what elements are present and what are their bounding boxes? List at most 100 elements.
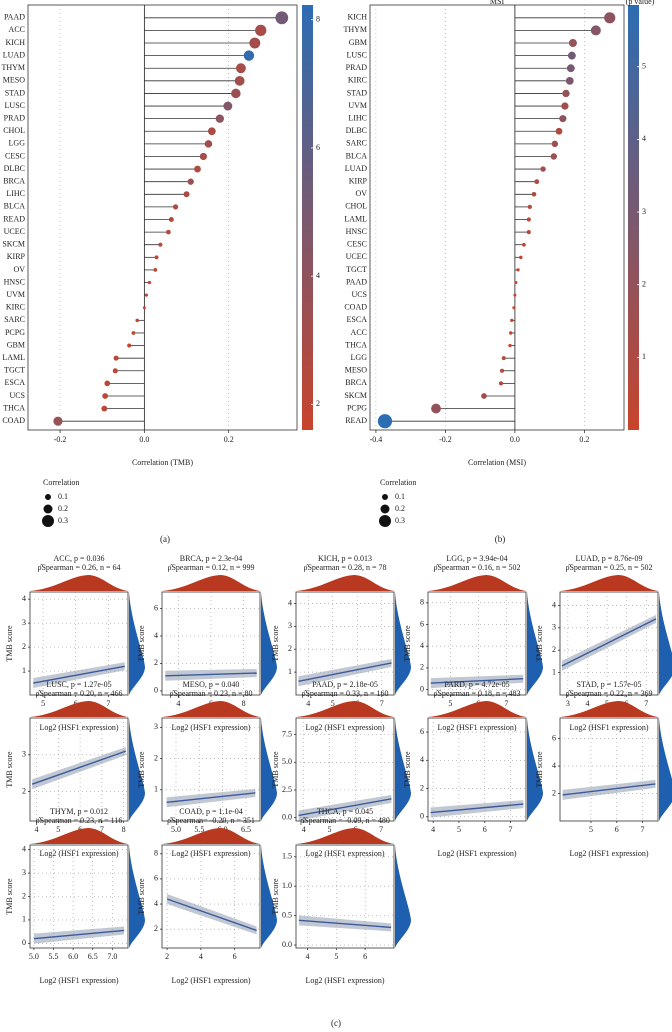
panel-subtitle: ρ̂Spearman = 0.25, n = 502 [565, 563, 652, 572]
plot-frame [369, 4, 625, 431]
dot [172, 204, 179, 210]
x-axis-label: Log2 (HSF1 expression) [39, 976, 118, 985]
y-tick-label: 0.5 [282, 910, 292, 919]
plot-frame [295, 591, 395, 696]
y-axis-label: TMB score [271, 751, 280, 788]
plot-frame [427, 717, 527, 822]
y-tick-label: 2.5 [282, 785, 292, 794]
y-tick-label: 1 [552, 667, 556, 676]
panel-title: ACC, p = 0.036 [54, 554, 105, 563]
chart-title: MSI [490, 0, 505, 6]
y-axis-label: TMB score [137, 751, 146, 788]
y-axis-label: TMB score [271, 878, 280, 915]
plot-frame [295, 717, 395, 822]
x-tick-label: 3 [566, 699, 570, 708]
dot [207, 127, 216, 136]
top-density [428, 575, 526, 591]
dot [499, 368, 505, 373]
x-axis-label: Log2 (HSF1 expression) [569, 849, 648, 858]
panel-subtitle: ρ̂Spearman = -0.09, n = 480 [300, 816, 390, 825]
y-axis-label: TMB score [137, 878, 146, 915]
fit-line [33, 929, 125, 940]
y-tick-label: LUSC [347, 50, 367, 59]
y-tick-label: 3 [288, 621, 292, 630]
panel-title: MESO, p = 0.040 [183, 680, 240, 689]
dot [204, 140, 213, 148]
x-tick-label: 6.5 [88, 952, 98, 961]
plot-frame [161, 717, 261, 822]
dot [183, 191, 190, 198]
panel-subtitle: ρ̂Spearman = 0.16, n = 502 [433, 563, 520, 572]
dot [104, 380, 111, 387]
panel-title: PARD, p = 4.72e-05 [444, 680, 509, 689]
x-tick-label: 5.0 [29, 952, 39, 961]
fit-line [298, 798, 392, 817]
y-tick-label: LAML [2, 353, 25, 362]
dot [519, 255, 523, 260]
top-density [428, 701, 526, 717]
y-tick-label: 4 [552, 761, 556, 770]
dot [551, 140, 559, 148]
y-axis-label: TMB score [535, 751, 544, 788]
x-tick-label: 7.0 [107, 952, 117, 961]
y-axis-label: TMB score [5, 751, 14, 788]
dot [534, 179, 540, 185]
y-tick-label: 4 [154, 631, 158, 640]
dot [501, 356, 506, 361]
y-tick-label: 0 [420, 812, 424, 821]
y-tick-label: LAML [344, 214, 367, 223]
y-tick-label: 5.0 [282, 757, 292, 766]
legend-label: 0.1 [395, 492, 405, 501]
y-tick-label: LIHC [348, 113, 367, 122]
x-tick-label: 4 [199, 952, 203, 961]
colorbar [628, 5, 639, 430]
legend-title: Correlation [380, 478, 416, 487]
y-tick-label: MESO [345, 366, 367, 375]
y-axis-label: TMB score [271, 625, 280, 662]
y-tick-label: 2 [154, 753, 158, 762]
y-tick-label: 2 [552, 645, 556, 654]
dot [568, 39, 577, 48]
dot [540, 166, 546, 172]
x-tick-label: 2 [165, 952, 169, 961]
y-tick-label: 2 [22, 786, 26, 795]
x-tick-label: 5.5 [49, 952, 59, 961]
y-tick-label: SARC [4, 315, 25, 324]
x-axis-label: Correlation (TMB) [132, 458, 193, 467]
y-tick-label: CESC [347, 240, 367, 249]
x-tick-label: 4 [431, 825, 435, 834]
y-tick-label: ACC [9, 25, 25, 34]
panel-subtitle: ρ̂Spearman = 0.23, n = 116 [36, 816, 123, 825]
dot [604, 12, 616, 24]
y-tick-label: UVM [348, 101, 367, 110]
x-tick-label: 0.2 [224, 435, 234, 444]
y-tick-label: GBM [349, 38, 367, 47]
x-tick-label: 5.5 [194, 825, 204, 834]
panel-label: (a) [160, 534, 170, 544]
fit-line [31, 750, 127, 785]
y-tick-label: UVM [6, 290, 25, 299]
legend-dot [43, 504, 53, 514]
right-density [261, 845, 277, 948]
x-tick-label: 5 [331, 699, 335, 708]
panel-label: (c) [331, 1018, 341, 1028]
y-tick-label: PCPG [347, 403, 367, 412]
dot [498, 381, 504, 386]
plot-frame [295, 844, 395, 949]
y-tick-label: THYM [1, 63, 25, 72]
y-tick-label: 2 [420, 663, 424, 672]
dot [131, 331, 136, 335]
plot-frame [559, 591, 659, 696]
y-tick-label: DLBC [4, 164, 25, 173]
x-tick-label: 6 [74, 699, 78, 708]
x-tick-label: 6 [363, 952, 367, 961]
dot [166, 229, 171, 235]
plot-frame [427, 591, 527, 696]
y-tick-label: KICH [347, 13, 367, 22]
y-tick-label: 0.0 [282, 940, 292, 949]
y-tick-label: SKCM [2, 240, 25, 249]
fit-line [562, 783, 656, 796]
plot-frame [29, 591, 129, 696]
y-tick-label: OV [355, 189, 367, 198]
